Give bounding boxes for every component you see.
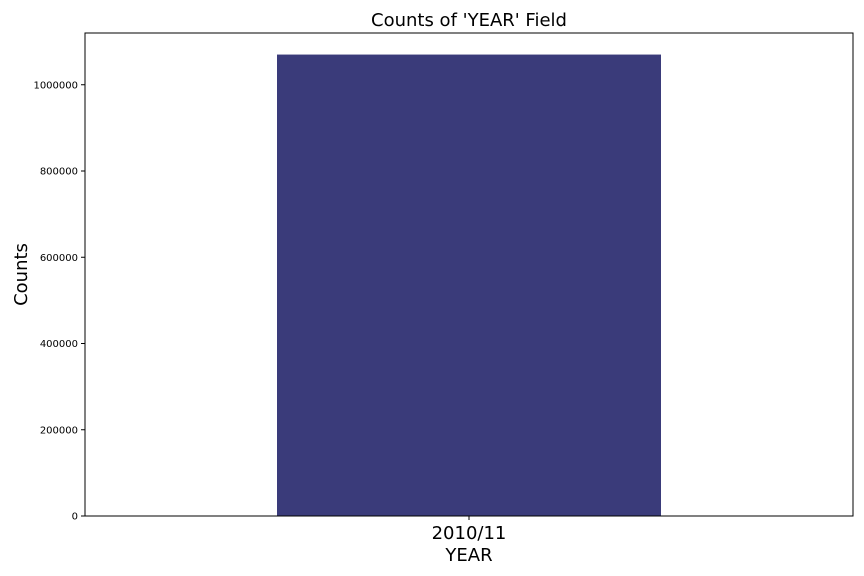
y-tick-label-5: 1000000 — [33, 80, 78, 91]
x-axis-label: YEAR — [444, 545, 492, 566]
x-axis: 2010/11 — [432, 516, 507, 544]
y-axis: 0 200000 400000 600000 800000 1000000 — [33, 80, 85, 523]
y-tick-label-0: 0 — [72, 512, 78, 523]
bar-group — [277, 54, 661, 516]
y-tick-label-2: 400000 — [40, 339, 78, 350]
x-tick-label-0: 2010/11 — [432, 523, 507, 544]
chart-title: Counts of 'YEAR' Field — [371, 10, 567, 31]
y-tick-label-1: 200000 — [40, 425, 78, 436]
y-tick-label-4: 800000 — [40, 167, 78, 178]
y-tick-label-3: 600000 — [40, 253, 78, 264]
bar-0 — [277, 54, 661, 516]
y-axis-label: Counts — [11, 243, 32, 306]
